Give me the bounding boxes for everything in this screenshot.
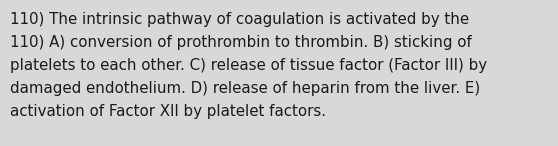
Text: 110) The intrinsic pathway of coagulation is activated by the: 110) The intrinsic pathway of coagulatio… bbox=[10, 12, 469, 27]
Text: 110) A) conversion of prothrombin to thrombin. B) sticking of: 110) A) conversion of prothrombin to thr… bbox=[10, 35, 472, 50]
Text: damaged endothelium. D) release of heparin from the liver. E): damaged endothelium. D) release of hepar… bbox=[10, 81, 480, 96]
Text: platelets to each other. C) release of tissue factor (Factor III) by: platelets to each other. C) release of t… bbox=[10, 58, 487, 73]
Text: activation of Factor XII by platelet factors.: activation of Factor XII by platelet fac… bbox=[10, 104, 326, 119]
